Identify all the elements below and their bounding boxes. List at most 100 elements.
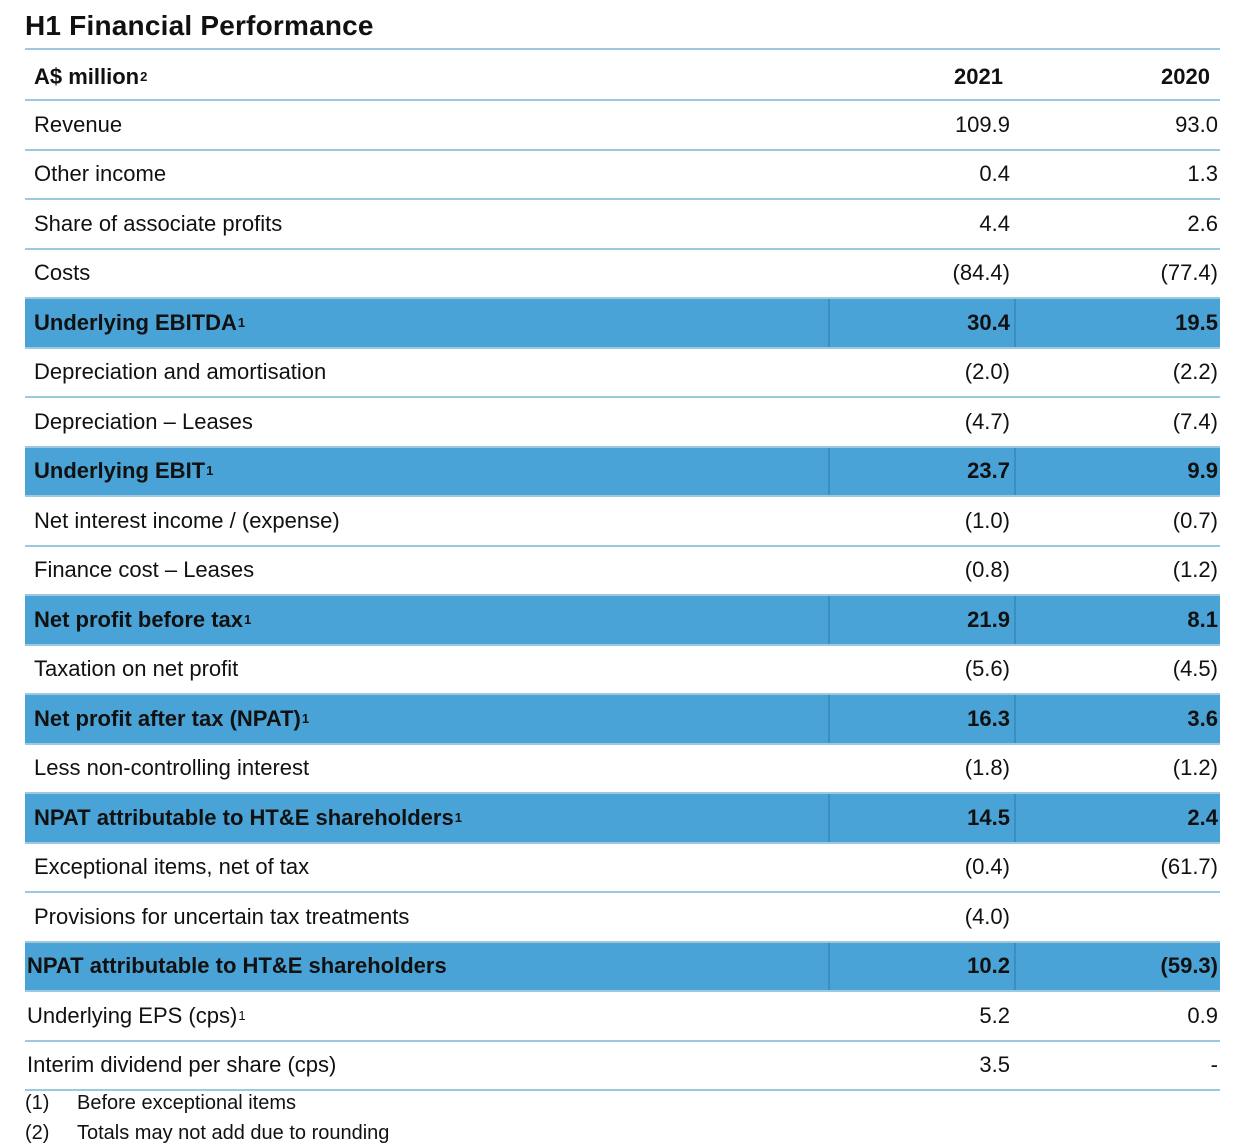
column-separator: [1014, 299, 1016, 347]
column-separator: [828, 299, 830, 347]
column-separator: [828, 447, 830, 495]
value-2020: 93.0: [1175, 111, 1218, 137]
table-row: Less non-controlling interest (1.8) (1.2): [25, 745, 1220, 794]
value-2021: 10.2: [967, 953, 1010, 979]
column-separator: [1014, 794, 1016, 842]
row-label-text: NPAT attributable to HT&E shareholders: [27, 953, 447, 979]
row-label: Net profit before tax 1: [34, 606, 252, 632]
column-separator: [1014, 695, 1016, 743]
row-label: Underlying EPS (cps) 1: [27, 1002, 246, 1028]
table-row-highlight: Underlying EBITDA 1 30.4 19.5: [25, 299, 1220, 349]
value-2020: 0.9: [1187, 1002, 1218, 1028]
column-separator: [828, 942, 830, 990]
value-2020: (4.5): [1172, 656, 1218, 682]
row-label: Taxation on net profit: [34, 646, 238, 694]
table-row: Costs (84.4) (77.4): [25, 250, 1220, 299]
table-row: Revenue 109.9 93.0: [25, 101, 1220, 151]
row-label-text: Provisions for uncertain tax treatments: [34, 903, 410, 929]
value-2020: (1.2): [1172, 755, 1218, 781]
table-row: Taxation on net profit (5.6) (4.5): [25, 646, 1220, 695]
title-divider: [25, 48, 1220, 50]
table-row: Other income 0.4 1.3: [25, 151, 1220, 200]
row-label-text: Depreciation – Leases: [34, 408, 253, 434]
table-row: Finance cost – Leases (0.8) (1.2): [25, 547, 1220, 596]
value-2021: (0.8): [964, 557, 1010, 583]
row-label-text: Underlying EBIT: [34, 458, 206, 484]
row-label: Costs: [34, 250, 90, 298]
row-label: Share of associate profits: [34, 200, 282, 248]
row-label: Underlying EBITDA 1: [34, 309, 246, 335]
row-label-text: Share of associate profits: [34, 210, 283, 236]
value-2021: 23.7: [967, 458, 1010, 484]
value-2020: 1.3: [1187, 161, 1218, 187]
value-2021: 21.9: [967, 606, 1010, 632]
table-row: Net interest income / (expense) (1.0) (0.7…: [25, 497, 1220, 547]
row-label-text: Other income: [34, 161, 167, 187]
value-2021: 16.3: [967, 705, 1010, 731]
table-row: Share of associate profits 4.4 2.6: [25, 200, 1220, 250]
value-2021: 4.4: [979, 210, 1010, 236]
column-separator: [1014, 447, 1016, 495]
footnote-number: (1): [25, 1092, 50, 1114]
column-separator: [1014, 942, 1016, 990]
column-separator: [828, 596, 830, 644]
value-2020: (77.4): [1160, 260, 1218, 286]
value-2020: 19.5: [1175, 309, 1218, 335]
value-2021: (84.4): [952, 260, 1010, 286]
value-2021: 14.5: [967, 804, 1010, 830]
row-label: Provisions for uncertain tax treatments: [34, 893, 409, 941]
row-label: Exceptional items, net of tax: [34, 844, 309, 892]
value-2020: (1.2): [1172, 557, 1218, 583]
footnote-text: Totals may not add due to rounding: [77, 1122, 390, 1144]
table-row: Exceptional items, net of tax (0.4) (61.7): [25, 844, 1220, 893]
value-2021: (1.8): [964, 755, 1010, 781]
value-2021: 109.9: [954, 111, 1010, 137]
header-col-2021: 2021: [954, 64, 1003, 89]
row-label: Finance cost – Leases: [34, 547, 254, 595]
page-title: H1 Financial Performance: [25, 10, 374, 41]
row-label-text: Depreciation and amortisation: [34, 359, 327, 385]
row-label-text: Net interest income / (expense): [34, 507, 340, 533]
row-label: NPAT attributable to HT&E shareholders 1: [34, 804, 462, 830]
row-label-text: Taxation on net profit: [34, 656, 239, 682]
value-2021: 0.4: [979, 161, 1010, 187]
table-row: Depreciation – Leases (4.7) (7.4): [25, 398, 1220, 448]
row-label-text: Underlying EBITDA: [34, 309, 237, 335]
row-label: Underlying EBIT 1: [34, 458, 214, 484]
row-label: Other income: [34, 151, 166, 199]
value-2021: (0.4): [964, 854, 1010, 880]
footnote: (2) Totals may not add due to rounding: [25, 1118, 389, 1148]
row-label: Revenue: [34, 101, 122, 149]
row-label-text: Costs: [34, 260, 91, 286]
column-separator: [828, 695, 830, 743]
table-row-highlight: NPAT attributable to HT&E shareholders 1 1…: [25, 794, 1220, 844]
value-2021: (1.0): [964, 507, 1010, 533]
value-2021: (4.7): [964, 408, 1010, 434]
row-label: Less non-controlling interest: [34, 745, 309, 793]
value-2020: (7.4): [1172, 408, 1218, 434]
table-row: Depreciation and amortisation (2.0) (2.2): [25, 349, 1220, 398]
value-2021: (4.0): [964, 903, 1010, 929]
value-2020: 2.4: [1187, 804, 1218, 830]
value-2021: 30.4: [967, 309, 1010, 335]
row-label-text: Less non-controlling interest: [34, 755, 310, 781]
value-2021: 3.5: [979, 1052, 1010, 1078]
footnotes: (1) Before exceptional items (2) Totals may…: [25, 1088, 389, 1148]
value-2020: -: [1210, 1052, 1218, 1078]
header-col-2020: 2020: [1161, 64, 1210, 89]
table-row-highlight: Underlying EBIT 1 23.7 9.9: [25, 447, 1220, 497]
footnote: (1) Before exceptional items: [25, 1088, 389, 1118]
value-2020: (0.7): [1172, 507, 1218, 533]
row-label-text: NPAT attributable to HT&E shareholders: [34, 804, 454, 830]
header-label: A$ million 2: [34, 64, 148, 89]
row-label: Depreciation – Leases: [34, 398, 253, 446]
row-label-text: Net profit before tax: [34, 606, 244, 632]
row-label: Net interest income / (expense): [34, 497, 340, 545]
value-2020: 8.1: [1187, 606, 1218, 632]
table-row: Underlying EPS (cps) 1 5.2 0.9: [25, 992, 1220, 1042]
row-label-text: Net profit after tax (NPAT): [34, 705, 301, 731]
value-2021: (5.6): [964, 656, 1010, 682]
row-label-text: Interim dividend per share (cps): [27, 1052, 337, 1078]
value-2020: 2.6: [1187, 210, 1218, 236]
row-label-text: Finance cost – Leases: [34, 557, 255, 583]
